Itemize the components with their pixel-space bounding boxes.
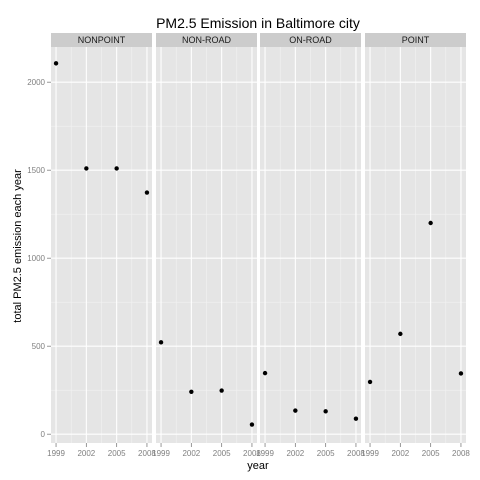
data-point (398, 331, 403, 337)
data-point (84, 166, 89, 171)
facet-strip-label: POINT (402, 35, 430, 45)
facet-strip-label: ON-ROAD (289, 35, 332, 45)
y-tick-label: 0 (41, 430, 46, 439)
x-tick-label: 2008 (243, 449, 261, 458)
x-tick-label: 1999 (256, 449, 274, 458)
data-point (158, 340, 164, 345)
x-tick-label: 2002 (286, 449, 304, 458)
chart-title: PM2.5 Emission in Baltimore city (156, 15, 360, 31)
facet-strip (156, 33, 257, 47)
x-tick-label: 1999 (47, 449, 65, 458)
y-tick-label: 2000 (27, 78, 45, 87)
x-tick-label: 2005 (317, 449, 335, 458)
data-point (114, 166, 119, 171)
facet-strip-label: NON-ROAD (182, 35, 231, 45)
x-tick-label: 2002 (77, 449, 95, 458)
y-tick-label: 500 (32, 342, 46, 351)
data-point (144, 190, 150, 195)
y-axis-title: total PM2.5 emission each year (12, 169, 24, 323)
panels-group: NONPOINT 1999 2002 2005 2008 NON-ROAD 1999 2002… (47, 33, 470, 458)
data-point (293, 408, 298, 413)
x-tick-label: 2005 (422, 449, 440, 458)
data-point (458, 371, 464, 376)
data-point (323, 409, 328, 414)
x-tick-label: 1999 (361, 449, 379, 458)
facet-panel: POINT 1999 2002 2005 2008 (361, 33, 470, 458)
x-tick-label: 2005 (213, 449, 231, 458)
facet-strip-label: NONPOINT (78, 35, 126, 45)
facet-strip (260, 33, 361, 47)
data-point (353, 416, 359, 421)
y-axis: 0 500 1000 1500 2000 (27, 78, 51, 439)
x-tick-label: 2002 (182, 449, 200, 458)
data-point (367, 379, 373, 385)
facet-panel: ON-ROAD 1999 2002 2005 2008 (256, 33, 365, 458)
facet-panel: NON-ROAD 1999 2002 2005 2008 (152, 33, 261, 458)
x-tick-label: 2008 (452, 449, 470, 458)
y-tick-label: 1000 (27, 254, 45, 263)
x-tick-label: 2005 (108, 449, 126, 458)
data-point (262, 370, 268, 376)
facet-panel: NONPOINT 1999 2002 2005 2008 (47, 33, 156, 458)
x-tick-label: 2008 (138, 449, 156, 458)
facet-strip (51, 33, 152, 47)
x-tick-label: 1999 (152, 449, 170, 458)
data-point (249, 422, 255, 427)
x-tick-label: 2002 (391, 449, 409, 458)
x-axis-title: year (247, 460, 269, 472)
data-point (189, 389, 194, 394)
facet-strip (365, 33, 466, 47)
data-point (53, 61, 59, 66)
data-point (219, 388, 224, 393)
data-point (428, 220, 433, 226)
y-tick-label: 1500 (27, 166, 45, 175)
x-tick-label: 2008 (347, 449, 365, 458)
